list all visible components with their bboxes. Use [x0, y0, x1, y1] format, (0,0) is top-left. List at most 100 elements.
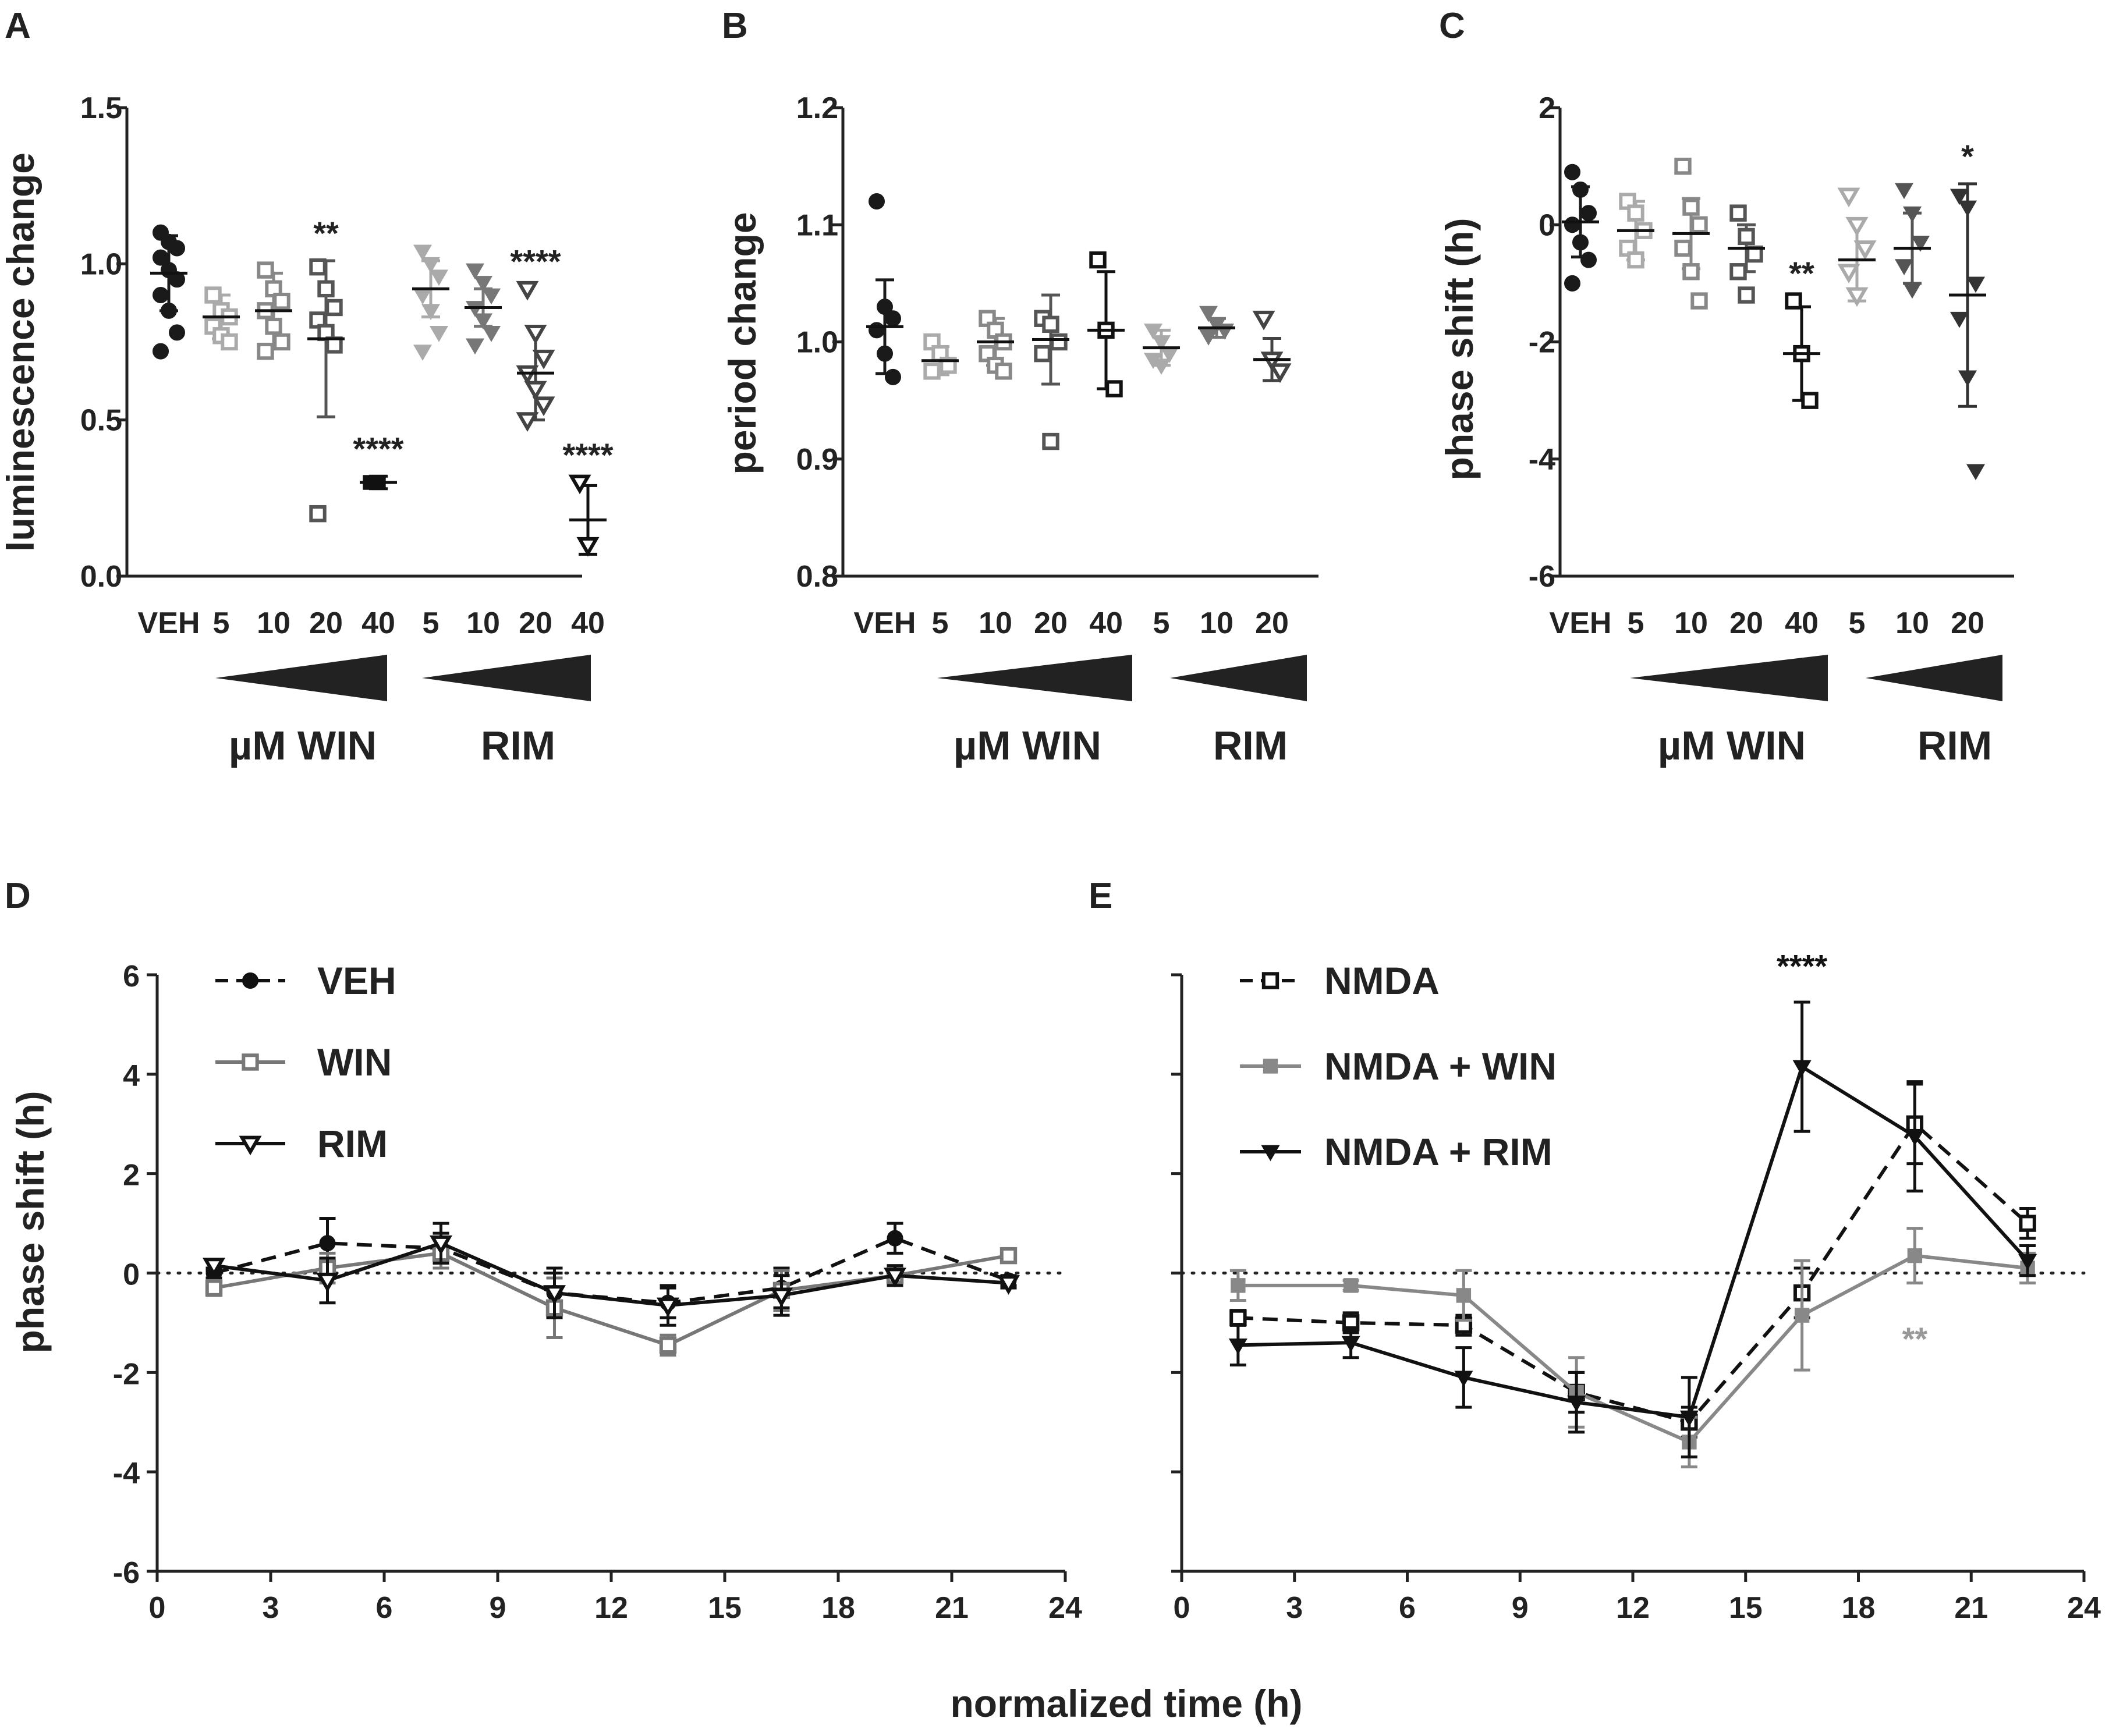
panel-a-point — [221, 333, 238, 351]
panel-d-xtick-label: 9 — [490, 1591, 506, 1625]
panel-b-ytick-label: 1.0 — [796, 326, 838, 360]
panel-a-xtick-label: 5 — [213, 606, 230, 640]
panel-d-ytick-label: 4 — [123, 1059, 140, 1093]
panel-d-ytick-label: -4 — [113, 1457, 140, 1490]
panel-b-point — [1105, 380, 1123, 397]
panel-c-point — [1837, 187, 1860, 208]
panel-b-point — [885, 368, 901, 385]
panel-c-group-rim: RIM — [1917, 723, 1992, 768]
panel-a-point — [204, 286, 222, 304]
panel-a-significance: ** — [313, 215, 339, 251]
panel-d-series-rim-point — [656, 1297, 680, 1318]
panel-c-point — [1902, 206, 1922, 223]
panel-c-xtick-label: 10 — [1895, 606, 1929, 640]
panel-e-series-nmda-win-point — [1907, 1248, 1923, 1263]
panel-a-ytick-label: 0.0 — [80, 560, 122, 594]
panel-a-ytick-label: 1.0 — [80, 247, 122, 281]
panel-c-significance: * — [1961, 138, 1974, 175]
panel-d-series-rim-point — [883, 1268, 907, 1288]
panel-c-point — [1580, 251, 1597, 268]
panel-c-point — [1564, 275, 1580, 292]
panel-b-ytick-label: 1.1 — [796, 208, 838, 242]
panel-e-xtick-label: 24 — [2067, 1591, 2101, 1625]
panel-e-xtick-label: 9 — [1512, 1591, 1529, 1625]
panel-a-significance: **** — [562, 436, 613, 473]
panel-e-series-nmda-win-point — [1456, 1288, 1472, 1303]
panel-e-series-nmda-line — [1238, 1121, 2029, 1425]
panel-c-xtick-label: 40 — [1785, 606, 1819, 640]
panel-b-point — [869, 193, 885, 210]
panel-a-dose-wedge — [215, 655, 387, 701]
panel-a-point — [532, 349, 555, 370]
panel-c-point — [1966, 464, 1986, 481]
panel-b-xtick-label: 5 — [932, 606, 949, 640]
panel-a-point — [317, 280, 335, 297]
panel-a-point — [516, 281, 539, 301]
panel-b-xtick-label: 40 — [1089, 606, 1123, 640]
panel-b-point — [1151, 335, 1171, 352]
panel-d-series-rim-point — [997, 1275, 1020, 1295]
panel-letter-d: D — [5, 876, 31, 916]
panel-letter-e: E — [1089, 876, 1112, 916]
panel-e-series-nmda-win-point — [1231, 1278, 1246, 1293]
panel-a-xtick-label: 10 — [257, 606, 290, 640]
panel-c-point — [1564, 164, 1580, 180]
panel-a-point — [169, 324, 185, 341]
panel-d-xtick-label: 0 — [149, 1591, 166, 1625]
panel-e-xtick-label: 6 — [1399, 1591, 1416, 1625]
panel-c-point — [1950, 189, 1969, 205]
panel-c-ytick-label: 0 — [1539, 208, 1555, 242]
panel-c-point — [1690, 216, 1708, 233]
panel-d-ytick-label: -6 — [113, 1556, 140, 1590]
panel-c-point — [1853, 240, 1877, 260]
panel-b-xtick-label: 20 — [1034, 606, 1068, 640]
panel-c-point — [1682, 198, 1700, 216]
panel-a-point — [413, 244, 433, 261]
panel-e-series-nmda-rim-line — [1238, 1064, 2029, 1419]
panel-e-series-nmda-win-line — [1238, 1254, 2028, 1444]
panel-c-dose-wedge — [1866, 655, 2002, 701]
panel-b-point — [1034, 345, 1051, 363]
panel-b-point — [1199, 306, 1218, 322]
panel-c-point — [1564, 216, 1580, 233]
panel-b-point — [1252, 310, 1275, 331]
panel-c-point — [1729, 263, 1747, 281]
panel-a-point — [429, 326, 449, 342]
panel-a-point — [413, 345, 433, 361]
panel-b-point — [1042, 432, 1059, 450]
panel-d-xtick-label: 24 — [1048, 1591, 1082, 1625]
panel-letter-c: C — [1439, 6, 1465, 46]
panel-a-ylabel: luminescence change — [0, 152, 42, 552]
panel-c-ytick-label: 2 — [1539, 91, 1555, 125]
panel-c-point — [1894, 183, 1914, 200]
panel-c-point — [1690, 292, 1708, 310]
panel-b-xtick-label: 20 — [1255, 606, 1289, 640]
panel-a-xtick-label: 40 — [571, 606, 605, 640]
panel-a-dose-wedge — [422, 655, 591, 701]
panel-a-xtick-label: 20 — [309, 606, 343, 640]
panel-a-ytick-label: 0.5 — [80, 404, 122, 438]
panel-d-ytick-label: 0 — [123, 1258, 140, 1292]
panel-c-point — [1682, 263, 1700, 281]
panel-e-series-nmda-rim-point — [1905, 1130, 1924, 1146]
panel-a-xtick-label: 10 — [466, 606, 500, 640]
panel-a-point — [524, 381, 547, 401]
panel-c-point — [1837, 264, 1860, 284]
panel-a-ytick-label: 1.5 — [80, 91, 122, 125]
panel-c-point — [1801, 392, 1819, 409]
panel-a-significance: **** — [353, 430, 403, 467]
panel-a-point — [325, 299, 343, 317]
panel-d-series-win-point — [205, 1279, 223, 1297]
panel-c-xtick-label: 5 — [1628, 606, 1644, 640]
panel-a-point — [465, 338, 485, 355]
shared-xlabel: normalized time (h) — [950, 1682, 1302, 1725]
panel-c-point — [1572, 181, 1589, 198]
panel-c-group-win: µM WIN — [1658, 723, 1806, 768]
panel-b-xtick-label: 10 — [979, 606, 1012, 640]
panel-a-point — [568, 474, 591, 495]
panel-a-point — [161, 302, 177, 319]
panel-b-xtick-label: 5 — [1153, 606, 1170, 640]
panel-b-xtick-label: VEH — [854, 606, 916, 640]
panel-d-legend-marker — [242, 1053, 259, 1071]
